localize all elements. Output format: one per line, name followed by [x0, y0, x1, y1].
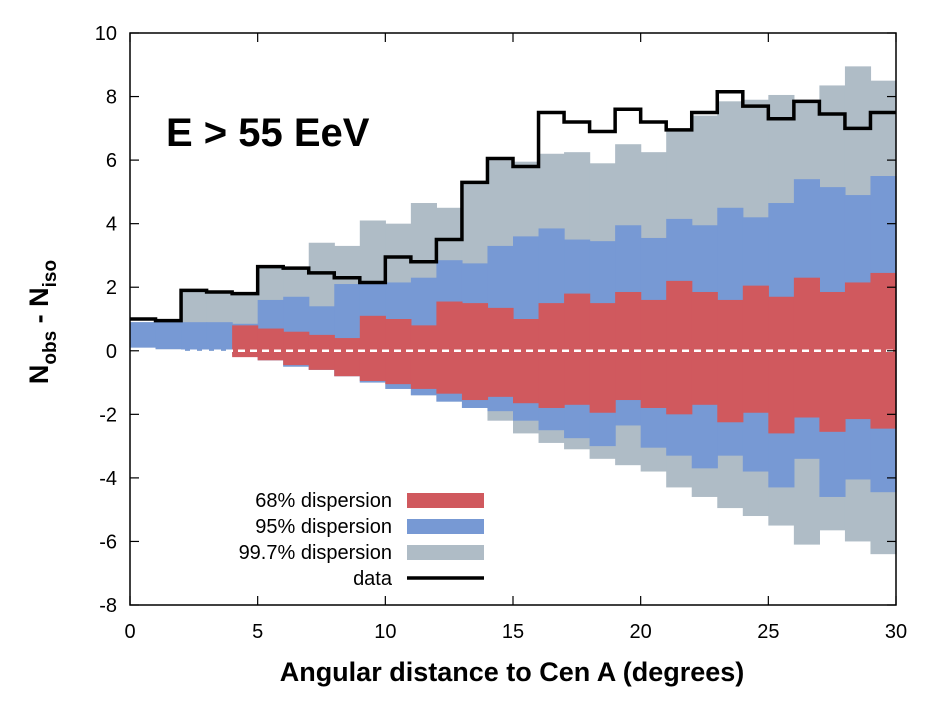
legend-swatch-2 [407, 545, 484, 560]
y-axis-title-main: N [24, 365, 54, 385]
y-tick-label: -4 [99, 468, 117, 490]
band-68-dispersion-bin-5 [257, 328, 284, 361]
x-tick-label: 10 [374, 621, 396, 643]
band-95-dispersion-bin-3 [206, 322, 233, 351]
band-68-dispersion-bin-26 [793, 277, 820, 418]
y-axis-title-mid: - N [24, 287, 54, 331]
band-95-dispersion-bin-2 [181, 322, 208, 351]
legend-label-3: data [353, 568, 393, 590]
x-tick-label: 0 [124, 621, 135, 643]
band-68-dispersion-bin-4 [232, 325, 259, 358]
band-68-dispersion-bin-25 [768, 296, 795, 434]
x-tick-label: 20 [630, 621, 652, 643]
data-histogram [130, 90, 896, 323]
y-tick-label: -6 [99, 531, 117, 553]
y-axis-title: Nobs - Niso [24, 260, 61, 384]
legend-label-2: 99.7% dispersion [239, 542, 392, 564]
y-tick-label: -8 [99, 595, 117, 617]
y-tick-label: -2 [99, 404, 117, 426]
data-step-line [130, 90, 896, 323]
x-tick-label: 5 [252, 621, 263, 643]
y-tick-label: 10 [95, 23, 117, 45]
y-tick-label: 8 [106, 87, 117, 109]
band-68-dispersion-bin-8 [334, 338, 361, 377]
svg-text:Nobs - Niso: Nobs - Niso [24, 260, 61, 384]
band-68-dispersion-bin-11 [410, 325, 437, 389]
legend-label-1: 95% dispersion [255, 516, 392, 538]
band-95-dispersion-bin-1 [155, 320, 182, 350]
y-tick-label: 6 [106, 150, 117, 172]
band-68-dispersion-bin-9 [359, 315, 386, 381]
band-68-dispersion-bin-16 [538, 303, 565, 408]
band-68-dispersion-bin-19 [615, 291, 642, 401]
band-68-dispersion-bin-24 [742, 285, 769, 413]
band-68-dispersion-bin-21 [666, 280, 693, 415]
band-68-dispersion-bin-14 [487, 307, 514, 397]
legend-swatch-1 [407, 519, 484, 534]
y-tick-label: 0 [106, 341, 117, 363]
y-axis-title-sub1: obs [40, 331, 61, 365]
band-68-dispersion-bin-18 [589, 303, 616, 413]
dispersion-bands [130, 66, 897, 555]
band-68-dispersion-bin-20 [640, 299, 667, 408]
x-tick-label: 30 [885, 621, 907, 643]
energy-annotation: E > 55 EeV [166, 111, 370, 155]
band-68-dispersion-bin-22 [691, 291, 718, 405]
y-tick-label: 2 [106, 277, 117, 299]
legend-label-0: 68% dispersion [255, 490, 392, 512]
x-axis-title: Angular distance to Cen A (degrees) [280, 657, 745, 687]
legend-swatch-0 [407, 493, 484, 508]
axis-ticks: 0 5 10 15 20 25 30 -8 -6 -4 -2 0 2 4 6 8 10 [95, 23, 907, 643]
band-68-dispersion-bin-23 [717, 299, 744, 423]
band-68-dispersion-bin-6 [283, 331, 310, 366]
y-axis-title-sub2: iso [40, 260, 61, 287]
band-68-dispersion-bin-17 [564, 293, 591, 405]
band-68-dispersion-bin-7 [308, 334, 335, 370]
x-tick-label: 15 [502, 621, 524, 643]
legend: 68% dispersion 95% dispersion 99.7% disper… [239, 490, 484, 590]
band-68-dispersion-bin-15 [513, 319, 540, 404]
band-68-dispersion-bin-27 [819, 291, 846, 432]
band-68-dispersion-bin-12 [436, 301, 463, 394]
y-tick-label: 4 [106, 214, 117, 236]
band-95-dispersion-bin-0 [130, 322, 157, 348]
x-tick-label: 25 [757, 621, 779, 643]
